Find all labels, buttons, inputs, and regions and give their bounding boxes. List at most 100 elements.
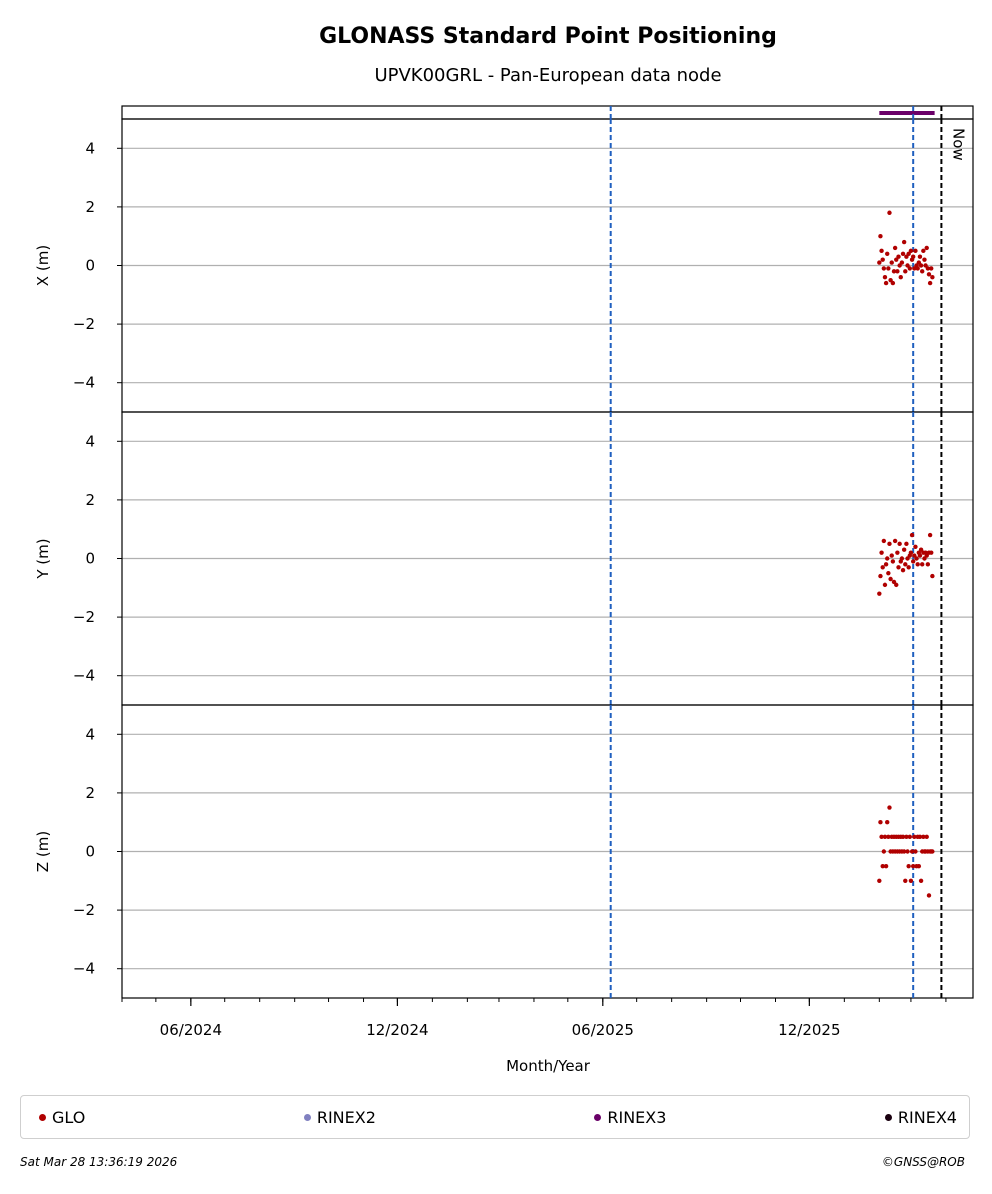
data-point: [882, 582, 888, 588]
data-point: [878, 234, 883, 239]
data-point: [878, 820, 883, 825]
data-point: [917, 834, 923, 840]
x-axis-label: Month/Year: [506, 1057, 591, 1075]
data-point: [921, 248, 926, 254]
y-axis-label: Z (m): [34, 831, 52, 872]
data-point: [900, 834, 906, 840]
data-point: [908, 550, 914, 555]
data-point: [883, 562, 889, 567]
legend-label-rinex2: RINEX2: [316, 1107, 376, 1127]
data-point: [891, 269, 897, 274]
data-point: [906, 863, 911, 869]
legend-item-rinex3: RINEX3: [594, 1108, 666, 1127]
data-point: [910, 254, 916, 259]
y-tick-label: −4: [73, 374, 95, 392]
y-tick-label: 0: [85, 257, 95, 275]
data-point: [892, 538, 898, 544]
y-tick-label: −2: [73, 315, 95, 333]
data-point: [899, 260, 905, 265]
data-point: [929, 266, 934, 271]
data-point: [905, 849, 910, 854]
data-point: [885, 251, 890, 256]
y-tick-label: 2: [85, 491, 95, 509]
data-point: [879, 248, 884, 254]
data-point: [890, 559, 896, 564]
data-point: [917, 553, 923, 558]
data-point: [920, 269, 925, 274]
data-point: [880, 565, 885, 570]
data-point: [883, 863, 889, 869]
data-point: [892, 245, 898, 251]
data-point: [927, 280, 933, 286]
data-point: [896, 254, 901, 259]
x-tick-label: 06/2025: [572, 1021, 634, 1039]
y-tick-label: −4: [73, 667, 95, 685]
data-point: [878, 573, 883, 579]
data-point: [882, 275, 888, 280]
data-point: [916, 863, 922, 869]
y-axis-label: Y (m): [34, 538, 52, 579]
legend-item-rinex2: RINEX2: [303, 1107, 376, 1127]
now-label: Now: [949, 128, 967, 161]
data-point: [913, 849, 918, 854]
data-point: [887, 541, 892, 547]
data-point: [930, 573, 935, 579]
data-point: [888, 576, 893, 582]
legend-item-rinex4: RINEX4: [884, 1108, 957, 1127]
rinex-strip-frame: [121, 105, 974, 120]
data-point: [903, 562, 908, 567]
data-point: [917, 254, 923, 259]
data-point: [880, 257, 885, 262]
data-point: [918, 263, 924, 268]
y-tick-label: 0: [85, 550, 95, 568]
y-tick-label: −2: [73, 608, 95, 626]
data-point: [897, 541, 902, 547]
data-point: [918, 878, 924, 883]
data-point: [889, 260, 894, 265]
data-point: [912, 834, 917, 840]
data-point: [894, 582, 899, 588]
panel-frame: [121, 704, 974, 999]
data-point: [877, 878, 882, 883]
data-point: [907, 834, 912, 840]
data-point: [901, 849, 907, 854]
x-tick-label: 12/2025: [778, 1021, 840, 1039]
data-point: [898, 275, 903, 280]
data-point: [899, 556, 905, 561]
data-point: [913, 544, 918, 549]
data-point: [925, 562, 931, 567]
data-point: [900, 568, 906, 573]
data-point: [909, 849, 915, 854]
y-tick-label: 2: [85, 198, 95, 216]
data-point: [900, 251, 906, 256]
data-point: [879, 834, 884, 840]
legend: GLO RINEX2 RINEX3 RINEX4: [20, 1095, 970, 1139]
data-point: [901, 547, 907, 552]
legend-label-rinex3: RINEX3: [607, 1107, 667, 1127]
y-tick-label: 0: [85, 843, 95, 861]
data-point: [930, 275, 935, 280]
data-point: [920, 562, 925, 567]
data-point: [907, 266, 912, 271]
data-point: [881, 849, 887, 854]
data-point: [881, 538, 887, 544]
data-point: [890, 280, 896, 286]
data-point: [930, 849, 935, 854]
footer-timestamp: Sat Mar 28 13:36:19 2026: [20, 1155, 178, 1169]
data-point: [913, 248, 918, 254]
data-point: [889, 553, 894, 558]
y-tick-label: −4: [73, 960, 95, 978]
data-point: [877, 591, 882, 596]
data-point: [883, 280, 889, 286]
data-point: [904, 541, 909, 547]
data-point: [887, 210, 892, 215]
data-point: [882, 834, 888, 840]
data-point: [926, 893, 932, 898]
data-point: [885, 556, 890, 561]
data-point: [910, 559, 916, 564]
data-point: [886, 570, 891, 576]
chart-subtitle: UPVK00GRL - Pan-European data node: [374, 65, 721, 86]
data-point: [908, 878, 914, 883]
data-point: [886, 834, 891, 840]
data-point: [901, 239, 907, 245]
